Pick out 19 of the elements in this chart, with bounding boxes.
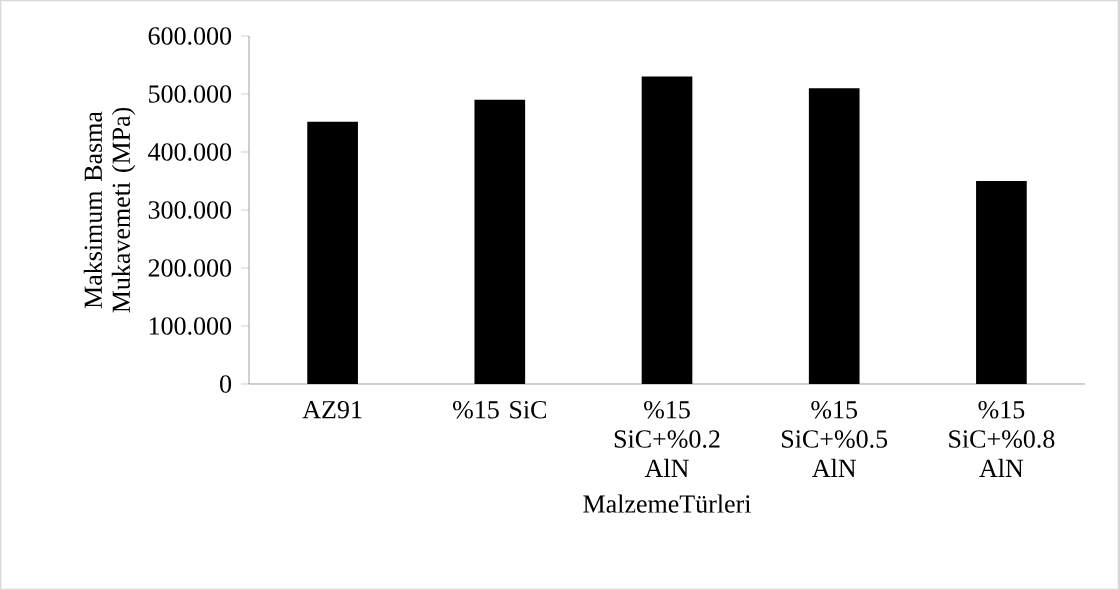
y-tick-label: 300.000: [148, 201, 232, 219]
y-tick-label: 600.000: [148, 27, 232, 45]
y-axis-title: Maksimum Basma Mukavemeti (MPa): [83, 107, 136, 313]
bar: [976, 181, 1027, 384]
x-axis-title: MalzemeTürleri: [583, 494, 751, 513]
y-tick-label: 100.000: [149, 317, 232, 335]
x-tick-label: %15 SiC: [453, 400, 547, 419]
bar: [641, 76, 693, 384]
y-tick-label: 200.000: [148, 259, 232, 277]
x-tick-label: %15 SiC+%0.2 AlN: [614, 400, 720, 477]
x-tick-label: %15 SiC+%0.5 AlN: [782, 400, 888, 477]
y-tick-label: 500.000: [149, 85, 232, 103]
bar: [808, 88, 860, 384]
y-tick-label: 400.000: [148, 143, 232, 161]
x-tick-label: AZ91: [302, 400, 362, 419]
bar: [307, 121, 358, 384]
y-tick-label: 0: [220, 375, 232, 393]
bar: [474, 99, 526, 384]
x-tick-label: %15 SiC+%0.8 AlN: [949, 400, 1055, 477]
